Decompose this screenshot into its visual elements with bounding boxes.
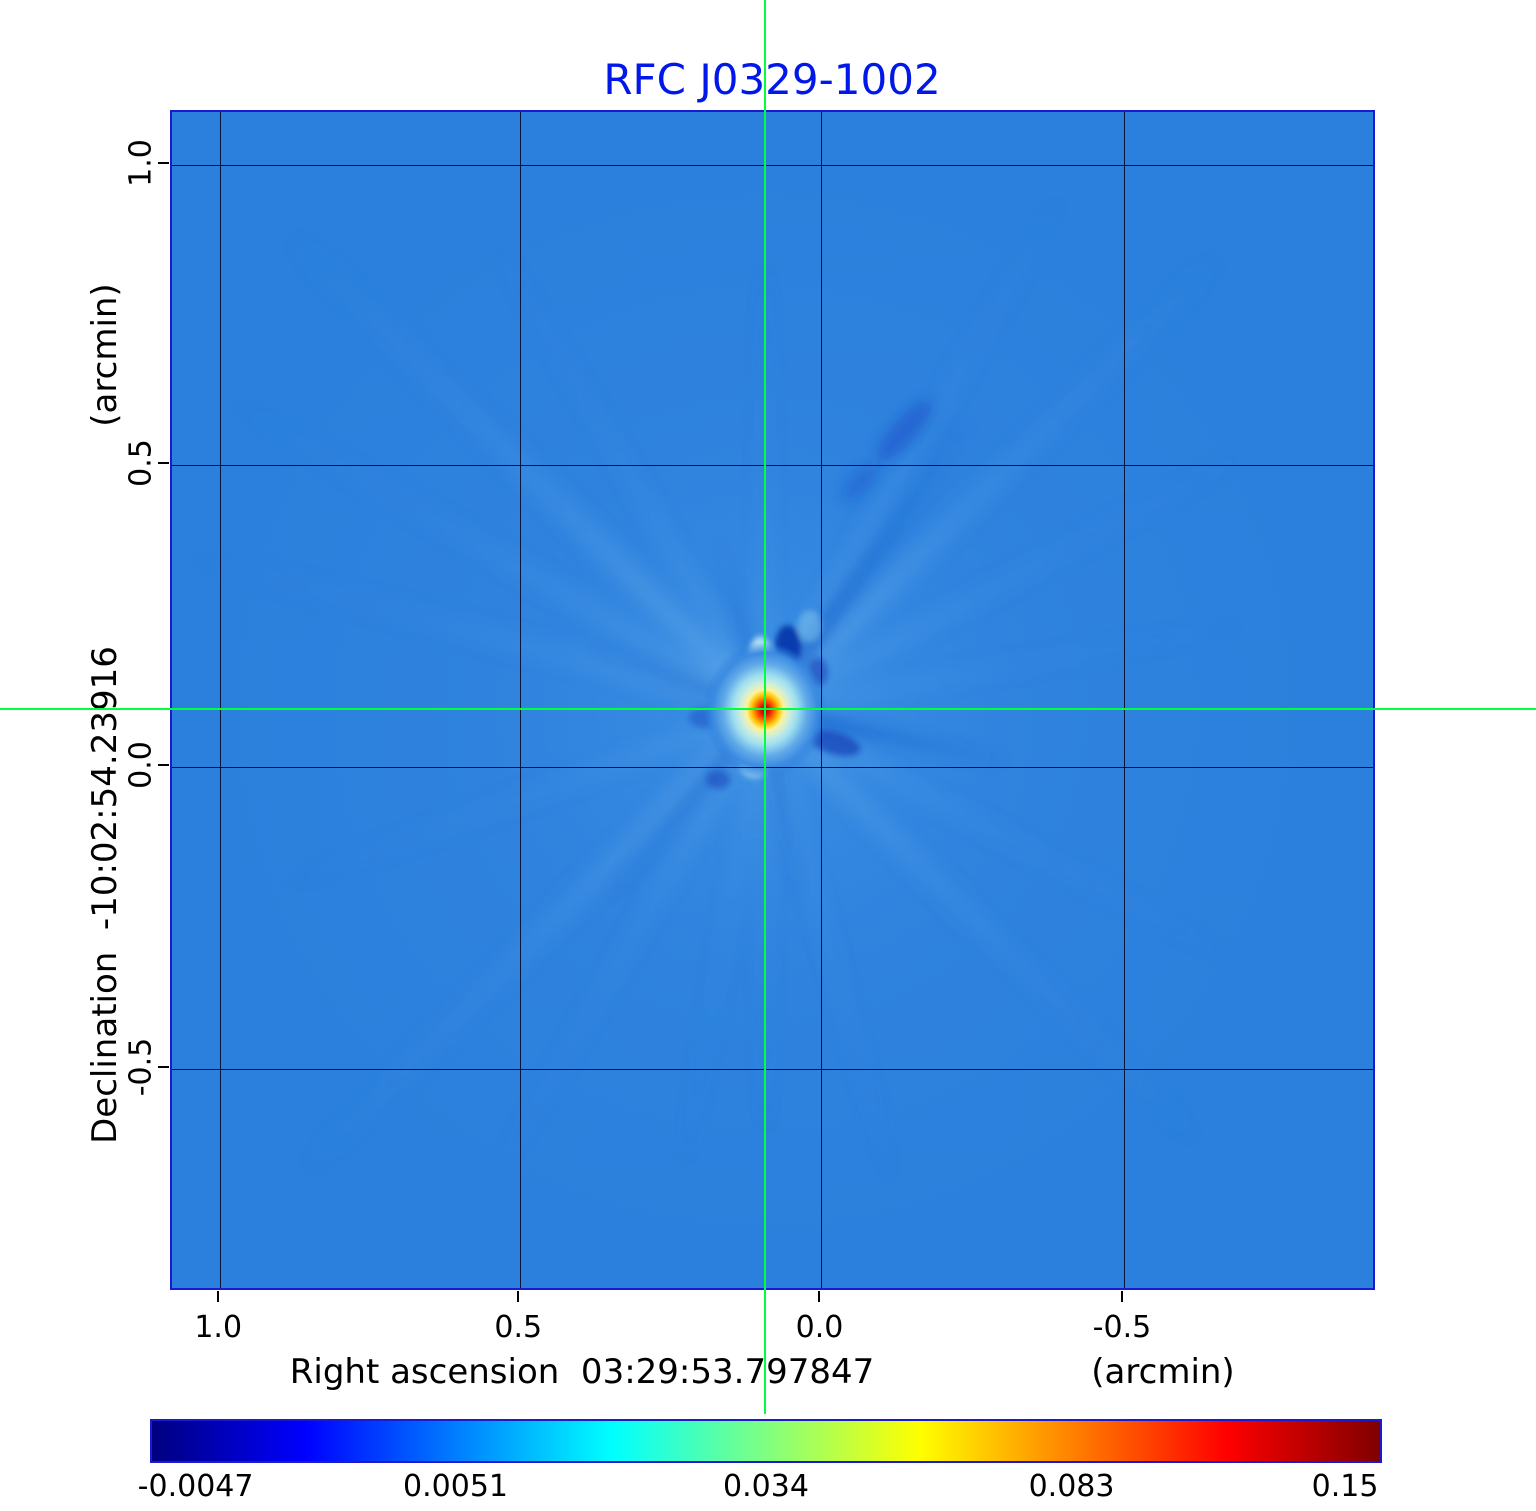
colorbar [150,1419,1382,1463]
gridline-vertical [520,112,522,1288]
x-tick-label: 0.5 [494,1310,543,1345]
y-tick-mark [158,461,169,464]
x-axis-unit: (arcmin) [1091,1352,1235,1392]
plot-title: RFC J0329-1002 [603,55,941,104]
colorbar-tick-label: -0.0047 [137,1469,254,1504]
gridline-horizontal [172,165,1373,167]
y-tick-mark [158,763,169,766]
y-tick-label: 1.0 [123,139,159,187]
colorbar-tick-label: 0.15 [1311,1469,1379,1504]
gridline-horizontal [172,766,1373,768]
gridline-vertical [1123,112,1125,1288]
x-tick-mark [1120,1291,1123,1302]
gridline-horizontal [172,464,1373,466]
y-axis-label: Declination -10:02:54.23916 [85,646,125,1144]
x-axis-label: Right ascension 03:29:53.797847 [289,1352,875,1392]
y-tick-label: 0.0 [123,741,159,789]
y-tick-label: -0.5 [123,1037,159,1097]
x-tick-mark [818,1291,821,1302]
x-tick-label: 1.0 [194,1310,243,1345]
colorbar-tick-label: 0.034 [723,1469,809,1504]
crosshair-vertical-line [764,0,767,1414]
y-tick-mark [158,162,169,165]
crosshair-horizontal-line [0,708,1536,711]
y-tick-mark [158,1065,169,1068]
x-tick-label: -0.5 [1092,1310,1152,1345]
colorbar-tick-label: 0.0051 [403,1469,509,1504]
colorbar-tick-label: 0.083 [1028,1469,1115,1504]
y-tick-label: 0.5 [123,438,159,487]
gridline-vertical [821,112,823,1288]
x-tick-mark [517,1291,520,1302]
x-tick-label: 0.0 [795,1310,844,1345]
gridline-vertical [220,112,222,1288]
y-axis-unit: (arcmin) [85,283,125,427]
gridline-horizontal [172,1068,1373,1070]
radio-image [172,112,1373,1288]
x-tick-mark [217,1291,220,1302]
image-plot [170,110,1375,1290]
